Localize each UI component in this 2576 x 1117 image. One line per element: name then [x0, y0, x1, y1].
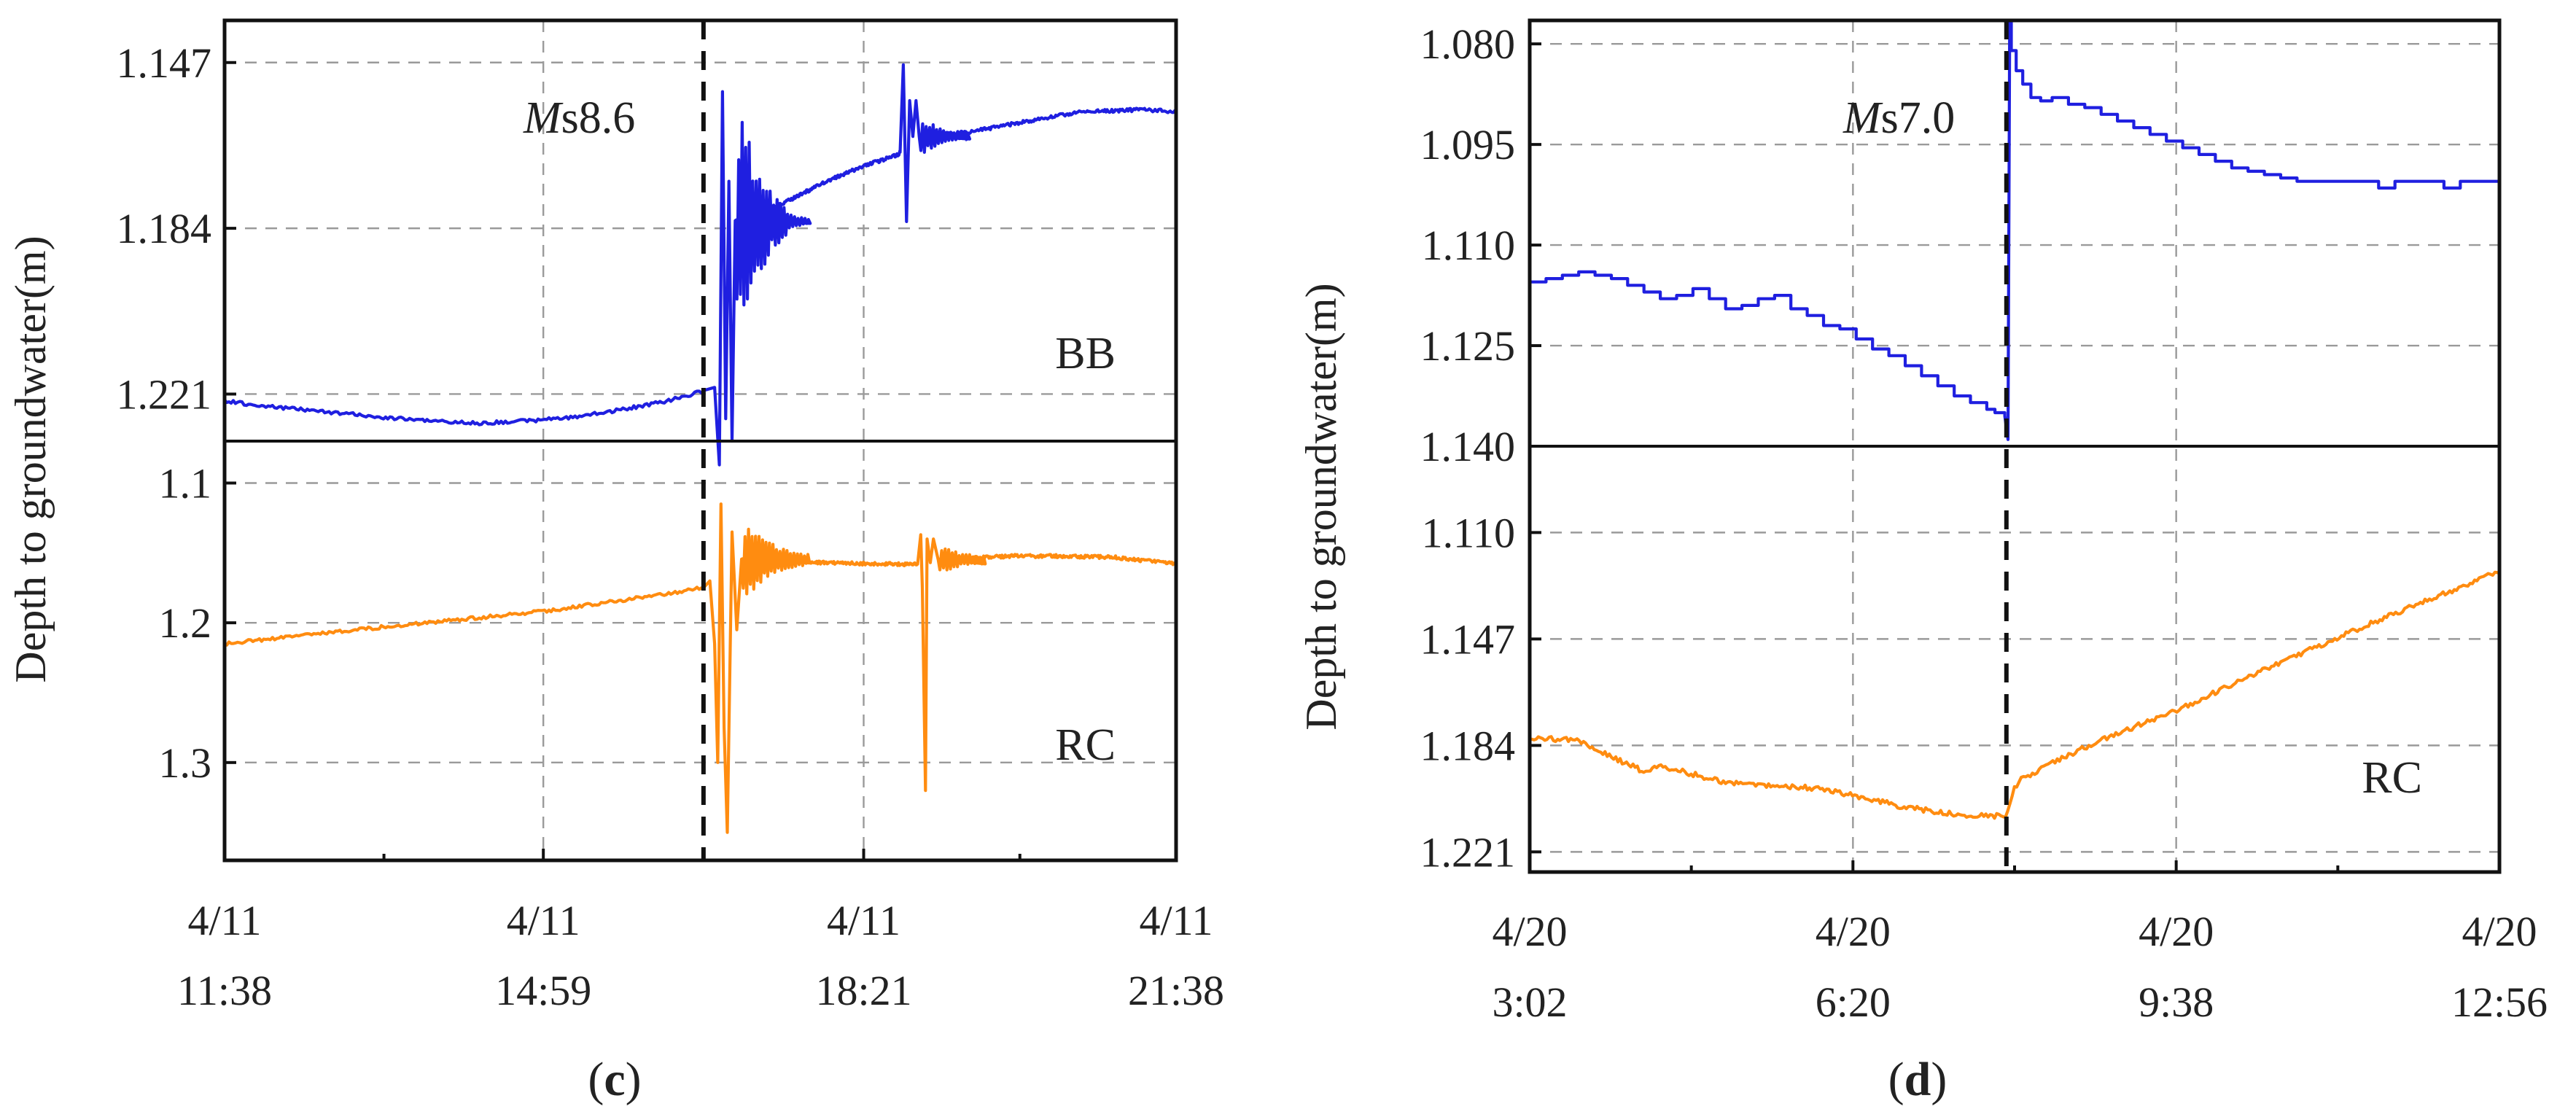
y-tick-label: 1.147 — [117, 39, 212, 87]
x-tick-label-date: 4/11 — [188, 897, 262, 944]
panel-d-label-open-paren: ( — [1888, 1053, 1904, 1106]
x-tick-label-date: 4/20 — [2462, 908, 2537, 955]
x-tick-label-time: 18:21 — [815, 967, 911, 1014]
x-tick-label-date: 4/20 — [1492, 908, 1567, 955]
x-tick-label-time: 9:38 — [2139, 978, 2214, 1026]
x-tick-label-time: 21:38 — [1128, 967, 1224, 1014]
y-tick-label: 1.095 — [1420, 121, 1516, 168]
x-tick-label-time: 12:56 — [2451, 978, 2548, 1026]
y-tick-label: 1.1 — [159, 460, 212, 507]
panel-d-event-suffix: s7.0 — [1881, 93, 1956, 143]
y-tick-label: 1.125 — [1420, 322, 1516, 370]
series-line-rc — [1529, 570, 2500, 820]
series-line-upper — [1530, 18, 2502, 441]
panel-c-series-label-bb: BB — [1055, 329, 1116, 378]
x-tick-label-time: 14:59 — [495, 967, 591, 1014]
x-tick-label-date: 4/20 — [2139, 908, 2214, 955]
panel-d-label-close-paren: ) — [1931, 1053, 1947, 1106]
series-line-bb — [223, 63, 1178, 467]
panel-c-event-prefix: M — [523, 93, 564, 143]
panel-d-y-axis-label: Depth to groundwater(m) — [1297, 283, 1345, 730]
panel-c-event-suffix: s8.6 — [561, 93, 636, 143]
panel-c-ticks: 4/11 11:38 4/11 14:59 4/11 18:21 4/11 21:38 1.14… — [117, 39, 1225, 1014]
panel-d-event-label: Ms7.0 — [1842, 93, 1955, 143]
panel-d-event-prefix: M — [1842, 93, 1883, 143]
panel-c-label-close-paren: ) — [626, 1053, 642, 1106]
panel-d-ticks: 4/20 3:02 4/20 6:20 4/20 9:38 4/20 12:56 1.080 1.… — [1420, 20, 2548, 1026]
panel-c-label: (c) — [588, 1053, 641, 1106]
series-line-rc — [223, 502, 1177, 834]
y-tick-label: 1.184 — [117, 205, 212, 252]
y-tick-label: 1.080 — [1420, 20, 1516, 68]
y-tick-label: 1.2 — [159, 599, 212, 647]
x-tick-label-time: 3:02 — [1492, 978, 1567, 1026]
y-tick-label: 1.140 — [1420, 423, 1516, 470]
x-tick-label-time: 11:38 — [177, 967, 272, 1014]
y-tick-label: 1.147 — [1420, 615, 1516, 663]
panel-c: 4/11 11:38 4/11 14:59 4/11 18:21 4/11 21:38 1.14… — [7, 18, 1225, 1106]
x-tick-label-time: 6:20 — [1816, 978, 1891, 1026]
y-tick-label: 1.110 — [1422, 509, 1515, 556]
panel-c-series-label-rc: RC — [1055, 720, 1116, 770]
y-tick-label: 1.110 — [1422, 222, 1515, 269]
panel-d: 4/20 3:02 4/20 6:20 4/20 9:38 4/20 12:56 1.080 1.… — [1297, 18, 2548, 1106]
y-tick-label: 1.221 — [117, 370, 212, 418]
panel-c-label-letter: c — [604, 1053, 625, 1106]
panel-c-y-axis-label: Depth to groundwater(m) — [7, 236, 55, 682]
y-tick-label: 1.184 — [1420, 722, 1516, 769]
x-tick-label-date: 4/11 — [507, 897, 580, 944]
panel-d-label-letter: d — [1904, 1053, 1931, 1106]
y-tick-label: 1.221 — [1420, 828, 1516, 876]
panel-d-series — [1529, 18, 2502, 820]
y-tick-label: 1.3 — [159, 739, 212, 787]
panel-c-label-open-paren: ( — [588, 1053, 604, 1106]
panel-c-event-label: Ms8.6 — [523, 93, 635, 143]
panel-d-label: (d) — [1888, 1053, 1947, 1106]
panel-d-series-label-rc: RC — [2362, 753, 2422, 803]
x-tick-label-date: 4/11 — [1140, 897, 1213, 944]
x-tick-label-date: 4/20 — [1816, 908, 1891, 955]
x-tick-label-date: 4/11 — [827, 897, 900, 944]
panel-c-series — [223, 63, 1178, 834]
